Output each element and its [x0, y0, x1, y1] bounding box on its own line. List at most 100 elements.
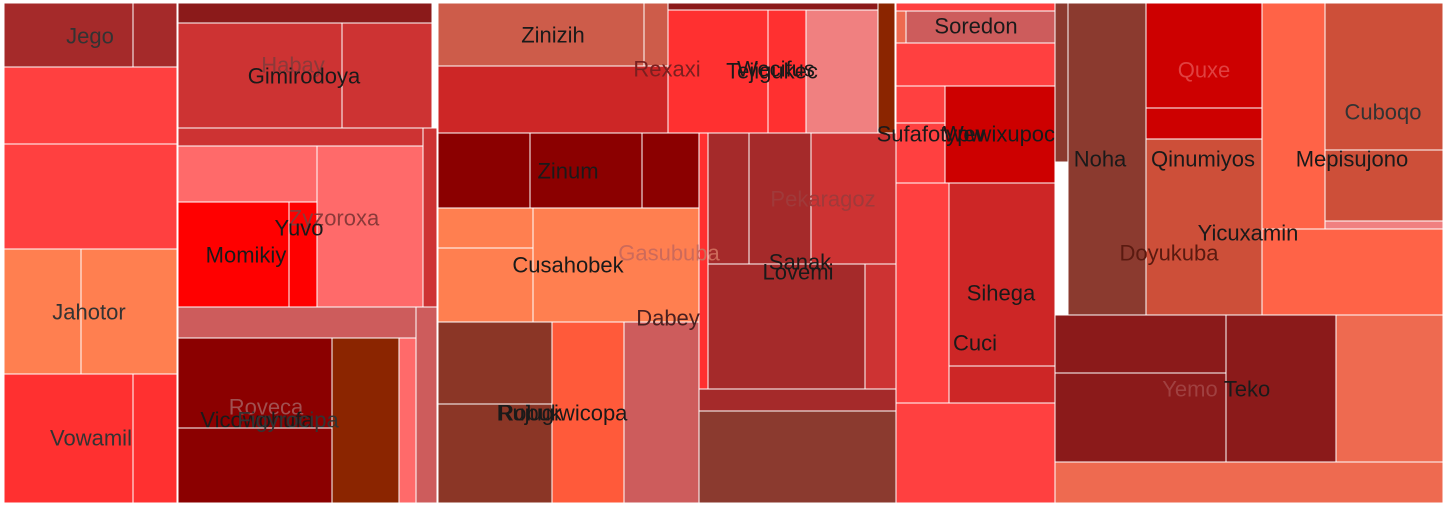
- treemap-label-teko: Teko: [1224, 377, 1270, 402]
- treemap-cell-sanak: [698, 388, 897, 412]
- treemap-cell-zinum: [641, 132, 700, 209]
- treemap-cell-vowamil: [3, 373, 134, 504]
- treemap-label-cuci: Cuci: [953, 331, 997, 356]
- treemap-cell-tejigukec: [767, 9, 807, 134]
- treemap-cell-zinum: [437, 132, 531, 209]
- treemap-cell-roveca: [177, 337, 333, 429]
- treemap-cell-cuboqo: [1324, 2, 1444, 151]
- treemap-label-dabey: Dabey: [636, 306, 700, 331]
- treemap-cell-jahotor: [80, 248, 178, 375]
- treemap-label-wewixupoc: Wewixupoc: [943, 122, 1055, 147]
- treemap-cell-qinumiyos: [1145, 138, 1263, 316]
- treemap-cell-pekaragoz: [864, 263, 897, 390]
- treemap-cell-zinum: [529, 132, 643, 209]
- treemap-cell-jego: [3, 66, 178, 145]
- treemap-label-sufafotypw: Sufafotypw: [877, 122, 986, 147]
- treemap-label-soredon: Soredon: [934, 14, 1017, 39]
- treemap-cell-sihega: [948, 182, 1056, 367]
- treemap-cell-teko: [1054, 461, 1444, 504]
- treemap-cell-roveca: [177, 427, 333, 504]
- treemap-cell-tejigukec: [667, 9, 769, 134]
- treemap-cell-quxe: [1145, 107, 1263, 140]
- treemap-cell-jego: [132, 2, 178, 68]
- treemap-cell-soredon: [895, 10, 907, 44]
- treemap-label-rujugiwicopa: Rujugiwicopa: [497, 401, 629, 426]
- treemap-cell-cusahobek: [532, 207, 700, 323]
- treemap-cell-sihega: [895, 182, 950, 404]
- treemap-cell-habay: [341, 22, 433, 129]
- treemap-cell-soredon: [895, 2, 1056, 12]
- treemap-cell-sufafotypw: [895, 85, 946, 124]
- treemap-label-robuk: Robuk: [498, 401, 563, 426]
- treemap-label-sanak: Sanak: [769, 250, 832, 275]
- treemap-cell-teko: [1054, 314, 1227, 374]
- treemap-label-qinumiyos: Qinumiyos: [1151, 147, 1255, 172]
- treemap-label-gimirodoya: Gimirodoya: [248, 64, 361, 89]
- treemap-cell-habay: [177, 127, 424, 147]
- treemap-cell-noha: [1054, 2, 1069, 163]
- treemap-cell-teko: [1225, 314, 1337, 463]
- treemap-cell-zinizih: [437, 65, 669, 134]
- treemap-label-pekaragoz: Pekaragoz: [770, 187, 875, 212]
- treemap-label-sihega: Sihega: [967, 281, 1036, 306]
- treemap-cell-habay: [177, 22, 343, 129]
- treemap-cell-zyzoroxa: [177, 306, 417, 339]
- treemap-cell-jego: [3, 143, 178, 250]
- treemap-label-noha: Noha: [1074, 147, 1127, 172]
- treemap-label-cuboqo: Cuboqo: [1344, 100, 1421, 125]
- treemap-cell-quxe: [1145, 2, 1263, 109]
- treemap-label-lovemi: Lovemi: [763, 260, 834, 285]
- treemap-cell-sihega: [948, 365, 1056, 404]
- treemap-cell-soredon: [905, 10, 1056, 44]
- treemap-cell-roveca: [415, 306, 438, 504]
- treemap-label-wecifus: Wecifus: [737, 57, 815, 82]
- treemap-label-vowamil: Vowamil: [50, 426, 132, 451]
- treemap-cell-wewixupoc: [944, 85, 1056, 184]
- treemap-cell-zinizih: [643, 2, 669, 67]
- treemap-cell-sanak: [707, 263, 866, 390]
- treemap-label-cusahobek: Cusahobek: [512, 253, 624, 278]
- treemap-cell-pekaragoz: [810, 132, 897, 265]
- treemap-label-mepisujono: Mepisujono: [1296, 147, 1409, 172]
- treemap-cell-momikiy: [177, 201, 290, 308]
- treemap-cell-zyzoroxa: [177, 145, 318, 203]
- treemap-label-yicuxamin: Yicuxamin: [1198, 221, 1299, 246]
- treemap-cell-roveca: [331, 337, 400, 504]
- treemap-cell-robuk: [437, 321, 553, 405]
- treemap-cell-tejigukec: [877, 2, 896, 134]
- treemap-label-gasububa: Gasububa: [618, 241, 720, 266]
- treemap-cell-rujugiwicopa: [551, 321, 625, 504]
- treemap-cell-cusahobek: [437, 207, 534, 249]
- treemap-label-habay: Habay: [261, 53, 325, 78]
- treemap-label-zyzoroxa: Zyzoroxa: [289, 206, 380, 231]
- treemap-cell-robuk: [437, 403, 553, 504]
- treemap-cell-rujugiwicopa: [623, 321, 700, 504]
- treemap-label-zinizih: Zinizih: [521, 23, 585, 48]
- treemap-label-vicowohufa: Vicowohufa: [200, 408, 314, 433]
- treemap-label-momikiy: Momikiy: [206, 243, 287, 268]
- treemap-label-figyrocipa: Figyrocipa: [237, 408, 339, 433]
- treemap-label-tejigukec: Tejigukec: [726, 59, 818, 84]
- treemap-label-zinum: Zinum: [537, 159, 598, 184]
- treemap-cell-sihega: [895, 402, 1056, 504]
- treemap-label-jahotor: Jahotor: [52, 300, 125, 325]
- treemap-cell-sanak: [698, 410, 897, 504]
- treemap-cell-teko: [1335, 314, 1444, 463]
- treemap-cell-jahotor: [3, 248, 82, 375]
- treemap-cell-jego: [3, 2, 134, 68]
- treemap-label-yemo: Yemo: [1162, 377, 1217, 402]
- treemap-cell-mepisujono: [1261, 228, 1444, 316]
- treemap-cell-mepisujono: [1261, 2, 1326, 230]
- treemap-cell-roveca: [398, 337, 417, 504]
- treemap-cell-soredon: [895, 42, 1056, 87]
- treemap-label-quxe: Quxe: [1178, 58, 1231, 83]
- treemap-label-yuvo: Yuvo: [275, 216, 324, 241]
- treemap-cell-cuboqo: [1324, 220, 1444, 230]
- treemap-cell-habay: [177, 2, 433, 24]
- treemap-label-rexaxi: Rexaxi: [633, 57, 700, 82]
- treemap-cell-pekaragoz: [707, 132, 750, 265]
- treemap-cell-tejigukec: [667, 2, 879, 11]
- treemap-label-roveca: Roveca: [229, 395, 304, 420]
- treemap-cell-vowamil: [132, 373, 178, 504]
